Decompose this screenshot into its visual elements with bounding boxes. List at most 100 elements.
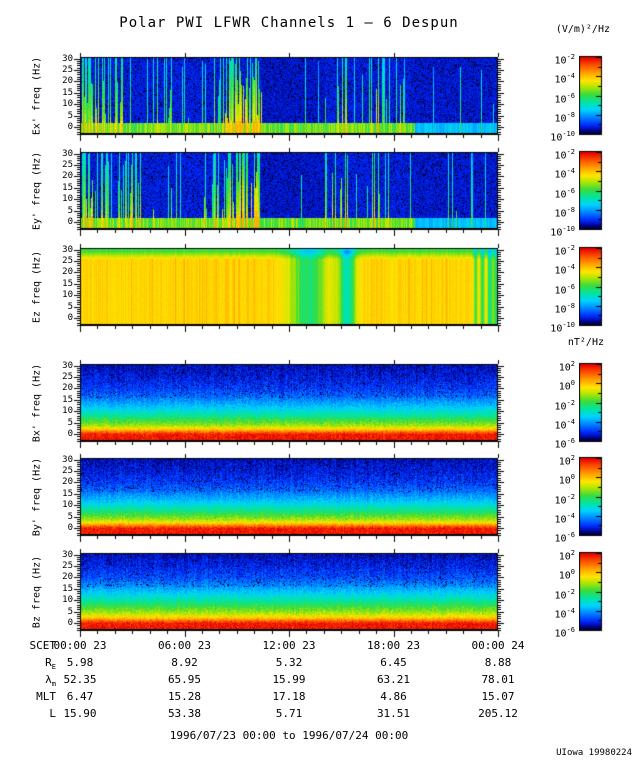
- ephemeris-cell-r1-c2: 5.32: [275, 656, 303, 669]
- colorbar-ey-label-2: 10-6: [554, 186, 575, 200]
- spectrogram-bz: [72, 545, 506, 639]
- ephemeris-cell-r0-c2: 12:00 23: [262, 639, 316, 652]
- colorbar-by: [579, 454, 613, 540]
- ez-ytick-25: 25: [62, 255, 73, 266]
- ey-ytick-30: 30: [62, 148, 73, 159]
- spectrogram-ey: [72, 144, 506, 238]
- colorbar-ex-label-2: 10-6: [554, 91, 575, 105]
- bz-ytick-0: 0: [67, 618, 73, 628]
- ez-ytick-15: 15: [62, 278, 73, 289]
- bz-ytick-10: 10: [62, 595, 73, 606]
- ey-ytick-25: 25: [62, 159, 73, 170]
- colorbar-ez-label-1: 10-4: [554, 263, 575, 277]
- by-ytick-0: 0: [67, 523, 73, 533]
- ez-ytick-10: 10: [62, 290, 73, 301]
- colorbar-bx: [579, 360, 613, 446]
- ex-ytick-15: 15: [62, 87, 73, 98]
- ey-ytick-0: 0: [67, 217, 73, 227]
- bx-ytick-5: 5: [67, 417, 73, 428]
- by-ytick-10: 10: [62, 500, 73, 511]
- ephemeris-cell-r1-c1: 8.92: [171, 656, 198, 669]
- date-range-label: 1996/07/23 00:00 to 1996/07/24 00:00: [169, 729, 409, 742]
- e-units-label: (V/m)²/Hz: [555, 24, 610, 35]
- colorbar-bz-label-0: 102: [558, 549, 575, 563]
- ephemeris-cell-r1-c0: 5.98: [66, 656, 94, 669]
- ephemeris-cell-r0-c1: 06:00 23: [158, 639, 211, 652]
- by-ytick-30: 30: [62, 454, 73, 465]
- ez-ytick-20: 20: [62, 267, 73, 278]
- bz-axis-label: Bz freq (Hz): [31, 555, 43, 629]
- by-ytick-15: 15: [62, 488, 73, 499]
- ez-axis-label: Ez freq (Hz): [31, 250, 43, 324]
- colorbar-by-label-0: 102: [558, 454, 575, 468]
- ephemeris-cell-r4-c4: 205.12: [478, 707, 518, 720]
- ephemeris-cell-r0-c0: 00:00 23: [53, 639, 107, 652]
- ephemeris-cell-r2-c0: 52.35: [63, 673, 97, 686]
- colorbar-bz-label-4: 10-6: [554, 626, 575, 640]
- ex-ytick-30: 30: [62, 53, 73, 64]
- ephemeris-cell-r4-c1: 53.38: [167, 707, 202, 720]
- colorbar-bx-label-0: 102: [558, 360, 575, 374]
- colorbar-ey-label-4: 10-10: [550, 225, 575, 239]
- bx-ytick-25: 25: [62, 371, 73, 382]
- spectrogram-ex: [72, 49, 506, 143]
- colorbar-by-label-2: 10-2: [554, 492, 575, 506]
- spectrogram-bx: [72, 356, 506, 450]
- ex-axis-label: Ex' freq (Hz): [31, 56, 43, 136]
- ephemeris-cell-r4-c2: 5.71: [275, 707, 303, 720]
- colorbar-bx-label-4: 10-6: [554, 437, 575, 451]
- bz-ytick-15: 15: [62, 583, 73, 594]
- ey-ytick-20: 20: [62, 171, 73, 182]
- colorbar-bz-label-2: 10-2: [554, 587, 575, 601]
- ephemeris-row-label-λ: λm: [45, 673, 56, 689]
- ez-ytick-30: 30: [62, 244, 73, 255]
- colorbar-ey-label-0: 10-2: [554, 148, 575, 162]
- ey-axis-label: Ey' freq (Hz): [31, 151, 43, 231]
- ephemeris-cell-r2-c2: 15.99: [272, 673, 306, 686]
- spectrogram-ez: [72, 240, 506, 334]
- ephemeris-cell-r3-c0: 6.47: [66, 690, 94, 703]
- ephemeris-cell-r1-c3: 6.45: [380, 656, 407, 669]
- colorbar-bz-label-1: 100: [558, 568, 575, 582]
- bx-ytick-15: 15: [62, 394, 73, 405]
- ephemeris-cell-r1-c4: 8.88: [484, 656, 512, 669]
- colorbar-ez-label-3: 10-8: [554, 301, 575, 316]
- by-ytick-25: 25: [62, 465, 73, 476]
- colorbar-by-label-4: 10-6: [554, 531, 575, 545]
- page-title: Polar PWI LFWR Channels 1 — 6 Despun: [119, 15, 459, 31]
- colorbar-bx-label-2: 10-2: [554, 398, 575, 412]
- colorbar-bx-label-3: 10-4: [554, 417, 575, 432]
- ex-ytick-10: 10: [62, 99, 73, 110]
- b-units-label: nT²/Hz: [567, 337, 604, 348]
- colorbar-ex-label-0: 10-2: [554, 53, 575, 67]
- colorbar-ex: [579, 53, 613, 139]
- bz-ytick-30: 30: [62, 549, 73, 560]
- credit-label: UIowa 19980224: [556, 748, 632, 758]
- ez-ytick-0: 0: [67, 313, 73, 323]
- ephemeris-cell-r4-c3: 31.51: [376, 707, 411, 720]
- bx-ytick-30: 30: [62, 360, 73, 371]
- ephemeris-cell-r3-c2: 17.18: [272, 690, 306, 703]
- ex-ytick-25: 25: [62, 64, 73, 75]
- bx-ytick-20: 20: [62, 383, 73, 394]
- colorbar-bz-label-3: 10-4: [554, 606, 575, 621]
- bz-ytick-5: 5: [67, 606, 73, 617]
- bx-ytick-10: 10: [62, 406, 73, 417]
- ephemeris-cell-r2-c4: 78.01: [481, 673, 515, 686]
- ephemeris-cell-r3-c1: 15.28: [167, 690, 202, 703]
- ey-ytick-10: 10: [62, 194, 73, 205]
- colorbar-by-label-1: 100: [558, 473, 575, 487]
- colorbar-by-label-3: 10-4: [554, 511, 575, 526]
- colorbar-ey-label-1: 10-4: [554, 167, 575, 181]
- colorbar-ey: [579, 148, 613, 234]
- colorbar-ez-label-2: 10-6: [554, 282, 575, 296]
- ephemeris-cell-r0-c3: 18:00 23: [367, 639, 420, 652]
- ephemeris-cell-r4-c0: 15.90: [63, 707, 97, 720]
- colorbar-bz: [579, 549, 613, 635]
- colorbar-ez-label-0: 10-2: [554, 244, 575, 258]
- colorbar-ey-label-3: 10-8: [554, 205, 575, 220]
- colorbar-ex-label-1: 10-4: [554, 72, 575, 86]
- by-ytick-5: 5: [67, 511, 73, 522]
- ez-ytick-5: 5: [67, 301, 73, 312]
- ephemeris-row-label-r: RE: [45, 656, 56, 672]
